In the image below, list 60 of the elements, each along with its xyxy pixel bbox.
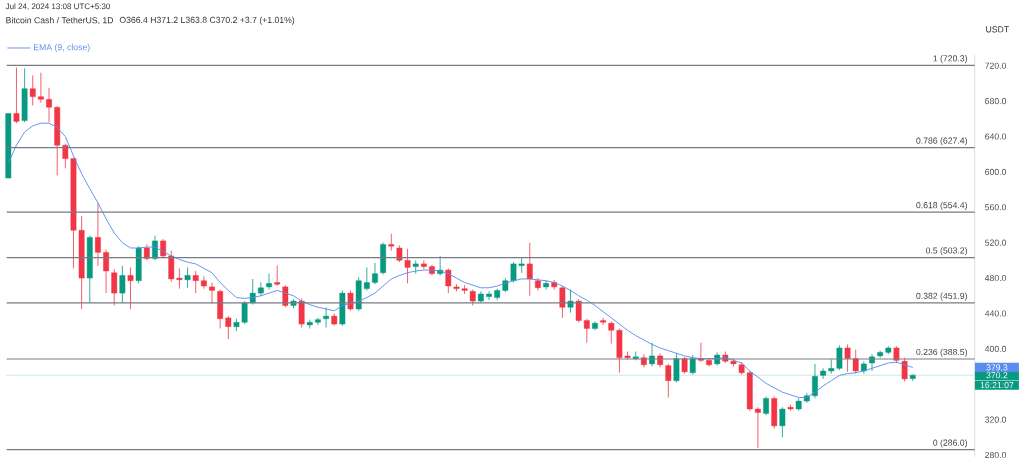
y-tick-label: 680.0 — [985, 98, 1007, 105]
y-axis-title: USDT — [986, 26, 1009, 33]
candlestick — [486, 290, 492, 301]
y-tick-label: 480.0 — [984, 275, 1007, 282]
y-tick-label: 640.0 — [985, 133, 1007, 140]
candlestick — [103, 249, 109, 294]
ref-line-label: 1 (720.3) — [933, 55, 967, 64]
y-tick-label: 440.0 — [984, 310, 1007, 317]
text: 16:21:07 — [980, 382, 1014, 389]
y-tick-label: 280.0 — [985, 451, 1007, 459]
ref-line-label: 0.382 (451.9) — [916, 292, 967, 301]
candlestick — [323, 306, 329, 329]
candlestick — [779, 406, 786, 438]
ref-line-label: 0.618 (554.4) — [916, 201, 967, 210]
chart-title: Bitcoin Cash / TetherUS, 1D — [6, 16, 114, 25]
text: 379.3 — [986, 364, 1008, 371]
candlestick — [755, 406, 761, 449]
candlestick — [192, 270, 199, 294]
candlestick — [543, 280, 549, 290]
candlestick — [38, 72, 44, 104]
candlestick — [95, 202, 101, 267]
candlestick — [665, 363, 672, 398]
candlestick — [29, 75, 36, 106]
candlestick — [420, 259, 427, 270]
candlestick — [184, 267, 191, 289]
y-tick-label: 720.0 — [985, 62, 1007, 69]
candlestick — [225, 315, 232, 340]
chart-subtitle: O366.4 H371.2 L363.8 C370.2 +3.7 (+1.01%) — [119, 16, 295, 25]
ref-line-label: 0.5 (503.2) — [925, 247, 967, 256]
candlestick — [600, 317, 606, 326]
y-tick-label: 600.0 — [985, 168, 1007, 175]
candlestick — [160, 238, 167, 259]
candlestick — [372, 262, 378, 285]
ref-line-label: 0.236 (388.5) — [916, 348, 967, 357]
text: Jul 24, 2024 13:08 UTC+5:30 — [5, 3, 111, 11]
candlestick — [844, 344, 851, 373]
candlestick — [388, 233, 395, 252]
candlestick — [258, 282, 264, 297]
candlestick — [266, 273, 272, 290]
legend-label: EMA (9, close) — [34, 43, 90, 52]
candlestick — [298, 298, 305, 329]
candlestick — [13, 67, 20, 124]
candlestick — [852, 349, 859, 375]
candlestick — [127, 267, 134, 310]
candlestick — [274, 265, 281, 287]
candlestick — [763, 396, 769, 416]
y-tick-label: 320.0 — [985, 416, 1007, 423]
y-tick-label: 560.0 — [985, 204, 1007, 211]
y-tick-label: 520.0 — [985, 239, 1007, 246]
y-tick-label: 400.0 — [984, 345, 1007, 352]
candlestick — [119, 265, 126, 304]
candlestick — [526, 242, 533, 297]
ref-line-label: 370.2 — [986, 372, 1008, 379]
candlestick — [111, 268, 118, 306]
ref-line-label: 0.786 (627.4) — [916, 137, 967, 146]
candlestick — [315, 317, 321, 326]
candlestick — [209, 282, 215, 305]
ref-line-label: 0 (286.0) — [933, 439, 967, 448]
candlestick — [200, 275, 207, 290]
candlestick — [46, 87, 52, 123]
